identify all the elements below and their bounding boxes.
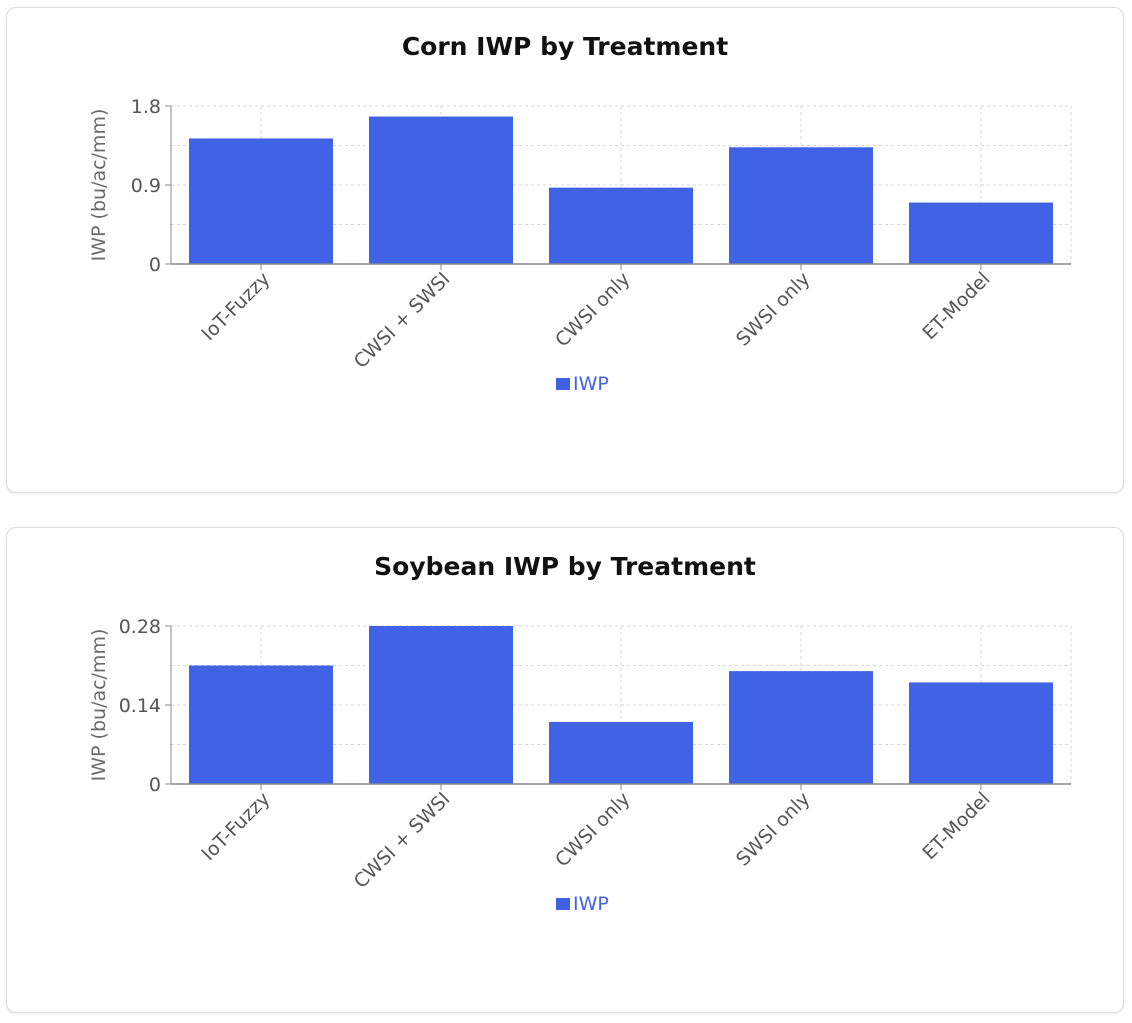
bar	[909, 682, 1053, 784]
legend-swatch	[556, 378, 570, 390]
bar	[549, 721, 693, 784]
x-tick-label: CWSI + SWSI	[350, 788, 455, 893]
bar	[189, 665, 333, 784]
y-tick-label: 1.8	[131, 96, 161, 118]
x-tick-label: ET-Model	[918, 268, 994, 344]
legend-swatch	[556, 898, 570, 910]
chart-title: Corn IWP by Treatment	[401, 32, 729, 61]
legend-label: IWP	[573, 373, 609, 395]
bar	[189, 138, 333, 264]
bar	[549, 187, 693, 264]
x-tick-label: IoT-Fuzzy	[197, 268, 274, 345]
bar	[729, 147, 873, 264]
x-tick-label: SWSI only	[732, 268, 815, 351]
y-tick-label: 0	[149, 774, 161, 796]
bar	[369, 116, 513, 265]
legend-label: IWP	[573, 893, 609, 915]
x-tick-label: SWSI only	[732, 788, 815, 871]
y-axis-label: IWP (bu/ac/mm)	[88, 629, 110, 782]
y-tick-label: 0.28	[119, 616, 161, 638]
y-tick-label: 0.9	[131, 175, 161, 197]
x-tick-label: IoT-Fuzzy	[197, 788, 274, 865]
bar	[369, 626, 513, 784]
soybean-iwp-bar-chart: 0 0.14 0.28 IWP (bu/ac/mm) IoT-Fuzzy CWSI + S…	[88, 616, 1072, 915]
y-tick-label: 0	[149, 254, 161, 276]
bar	[909, 202, 1053, 264]
corn-chart-card: Corn IWP by Treatment 0 0.9 1.8 IWP (bu/ac/…	[6, 7, 1124, 493]
chart-title: Soybean IWP by Treatment	[374, 552, 756, 581]
x-tick-label: CWSI + SWSI	[350, 268, 455, 373]
corn-iwp-bar-chart: 0 0.9 1.8 IWP (bu/ac/mm) IoT-Fuzzy CWSI + SWS…	[88, 96, 1072, 395]
x-tick-label: ET-Model	[918, 788, 994, 864]
soybean-chart-card: Soybean IWP by Treatment 0 0.14 0.28 IWP (b…	[6, 527, 1124, 1013]
x-tick-label: CWSI only	[551, 788, 634, 871]
bar	[729, 671, 873, 784]
x-tick-label: CWSI only	[551, 268, 634, 351]
y-axis-label: IWP (bu/ac/mm)	[88, 109, 110, 262]
y-tick-label: 0.14	[119, 695, 161, 717]
